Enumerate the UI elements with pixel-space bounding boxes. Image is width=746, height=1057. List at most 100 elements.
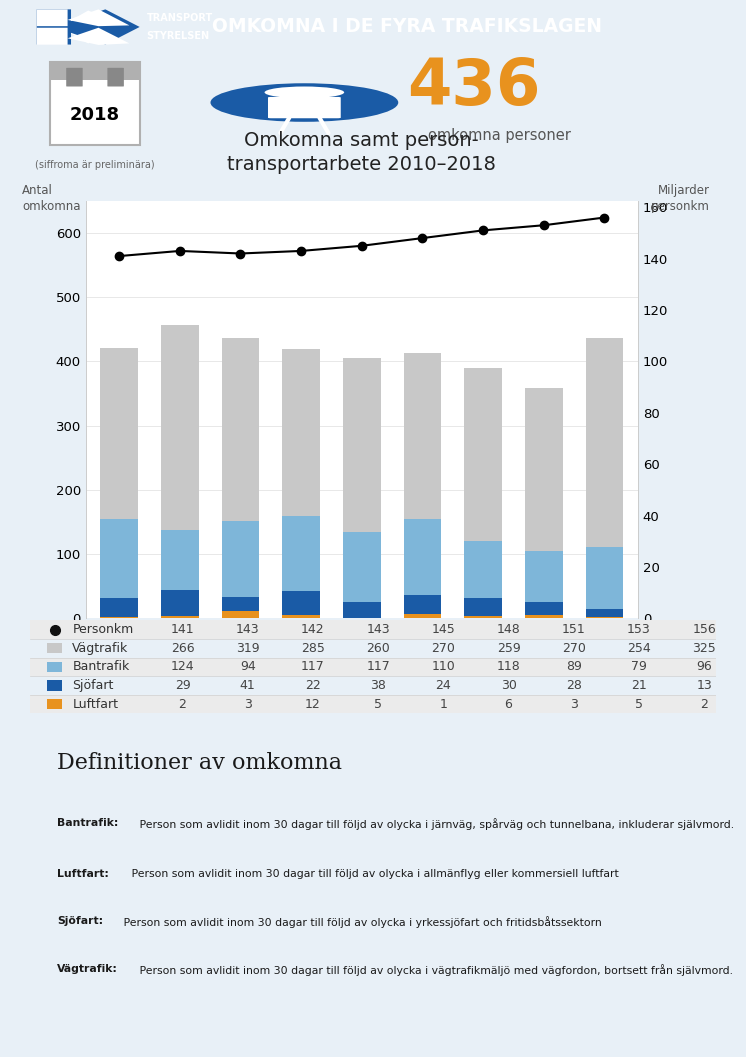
Text: 2018: 2018 <box>70 106 120 124</box>
Text: 270: 270 <box>431 642 455 655</box>
Bar <box>282 516 320 591</box>
Text: STYRELSEN: STYRELSEN <box>146 31 210 40</box>
Polygon shape <box>40 11 129 43</box>
Text: 1: 1 <box>439 698 448 710</box>
Bar <box>161 530 198 590</box>
Text: Person som avlidit inom 30 dagar till följd av olycka i vägtrafikmäljö med vägfo: Person som avlidit inom 30 dagar till fö… <box>137 964 733 976</box>
Bar <box>222 596 260 611</box>
Bar <box>464 598 502 616</box>
FancyBboxPatch shape <box>47 681 62 690</box>
Bar <box>525 601 562 615</box>
Bar <box>343 532 380 602</box>
Text: Bantrafik:: Bantrafik: <box>57 818 119 828</box>
FancyBboxPatch shape <box>47 699 62 709</box>
Text: Omkomna samt person-
transportarbete 2010–2018: Omkomna samt person- transportarbete 201… <box>228 131 496 173</box>
Text: OMKOMNA I DE FYRA TRAFIKSLAGEN: OMKOMNA I DE FYRA TRAFIKSLAGEN <box>213 18 602 36</box>
Text: 3: 3 <box>244 698 251 710</box>
Text: 41: 41 <box>240 679 256 692</box>
Text: 319: 319 <box>236 642 260 655</box>
Text: 156: 156 <box>692 624 716 636</box>
Text: 143: 143 <box>236 624 260 636</box>
Bar <box>343 602 380 617</box>
Bar <box>404 519 442 595</box>
Text: Luftfart:: Luftfart: <box>57 869 109 878</box>
Text: 151: 151 <box>562 624 586 636</box>
Text: 2: 2 <box>178 698 186 710</box>
Text: omkomna personer: omkomna personer <box>428 128 571 143</box>
Text: 30: 30 <box>501 679 516 692</box>
Text: 259: 259 <box>497 642 521 655</box>
Text: 29: 29 <box>175 679 190 692</box>
Bar <box>525 615 562 618</box>
Text: 12: 12 <box>305 698 321 710</box>
Text: Definitioner av omkomna: Definitioner av omkomna <box>57 752 342 774</box>
Bar <box>161 590 198 616</box>
FancyBboxPatch shape <box>66 68 83 87</box>
Bar <box>282 349 320 516</box>
Bar <box>586 617 623 618</box>
Bar <box>101 598 138 617</box>
Text: 117: 117 <box>301 661 325 673</box>
Bar <box>404 614 442 618</box>
Text: 270: 270 <box>562 642 586 655</box>
Text: Bantrafik: Bantrafik <box>72 661 130 673</box>
Text: Luftfart: Luftfart <box>72 698 119 710</box>
Text: 3: 3 <box>570 698 577 710</box>
Text: 141: 141 <box>171 624 195 636</box>
Text: 285: 285 <box>301 642 325 655</box>
Text: 22: 22 <box>305 679 321 692</box>
Bar <box>222 338 260 521</box>
Text: 325: 325 <box>692 642 716 655</box>
Polygon shape <box>37 27 129 45</box>
Bar <box>404 595 442 614</box>
Text: Person som avlidit inom 30 dagar till följd av olycka i yrkessjöfart och fritids: Person som avlidit inom 30 dagar till fö… <box>120 916 602 928</box>
Text: 143: 143 <box>366 624 390 636</box>
Text: Person som avlidit inom 30 dagar till följd av olycka i allmänflyg eller kommers: Person som avlidit inom 30 dagar till fö… <box>128 869 619 878</box>
Text: Antal
omkomna: Antal omkomna <box>22 184 81 214</box>
Text: Sjöfart:: Sjöfart: <box>57 916 104 926</box>
FancyBboxPatch shape <box>51 62 140 145</box>
Text: 96: 96 <box>696 661 712 673</box>
Bar <box>161 324 198 530</box>
Text: 254: 254 <box>627 642 651 655</box>
Text: Person som avlidit inom 30 dagar till följd av olycka i järnväg, spårväg och tun: Person som avlidit inom 30 dagar till fö… <box>137 818 734 830</box>
Bar <box>464 541 502 598</box>
Text: 110: 110 <box>431 661 455 673</box>
Bar <box>464 368 502 541</box>
Text: 118: 118 <box>497 661 521 673</box>
FancyBboxPatch shape <box>268 97 341 118</box>
Text: 21: 21 <box>631 679 647 692</box>
Bar <box>282 615 320 618</box>
Bar <box>586 548 623 609</box>
FancyBboxPatch shape <box>107 68 124 87</box>
Bar <box>586 338 623 548</box>
Bar <box>101 348 138 519</box>
Text: Miljarder
personkm: Miljarder personkm <box>651 184 709 214</box>
Ellipse shape <box>210 84 398 122</box>
Bar <box>343 358 380 532</box>
Circle shape <box>265 87 344 98</box>
Bar <box>222 521 260 596</box>
Bar <box>101 617 138 618</box>
Text: 79: 79 <box>631 661 647 673</box>
Text: 153: 153 <box>627 624 651 636</box>
FancyBboxPatch shape <box>47 662 62 672</box>
Text: 89: 89 <box>565 661 582 673</box>
Text: 24: 24 <box>436 679 451 692</box>
FancyBboxPatch shape <box>47 644 62 653</box>
Bar <box>101 519 138 598</box>
Bar <box>161 616 198 618</box>
Text: 28: 28 <box>565 679 582 692</box>
Text: Sjöfart: Sjöfart <box>72 679 114 692</box>
Bar <box>525 551 562 601</box>
Text: Vägtrafik: Vägtrafik <box>72 642 128 655</box>
Polygon shape <box>37 10 129 26</box>
Text: 5: 5 <box>374 698 382 710</box>
Polygon shape <box>37 10 140 44</box>
Text: TRANSPORT: TRANSPORT <box>146 14 213 23</box>
Bar <box>525 388 562 551</box>
Text: 38: 38 <box>370 679 386 692</box>
Text: 260: 260 <box>366 642 390 655</box>
Text: 2: 2 <box>700 698 708 710</box>
Bar <box>586 609 623 617</box>
